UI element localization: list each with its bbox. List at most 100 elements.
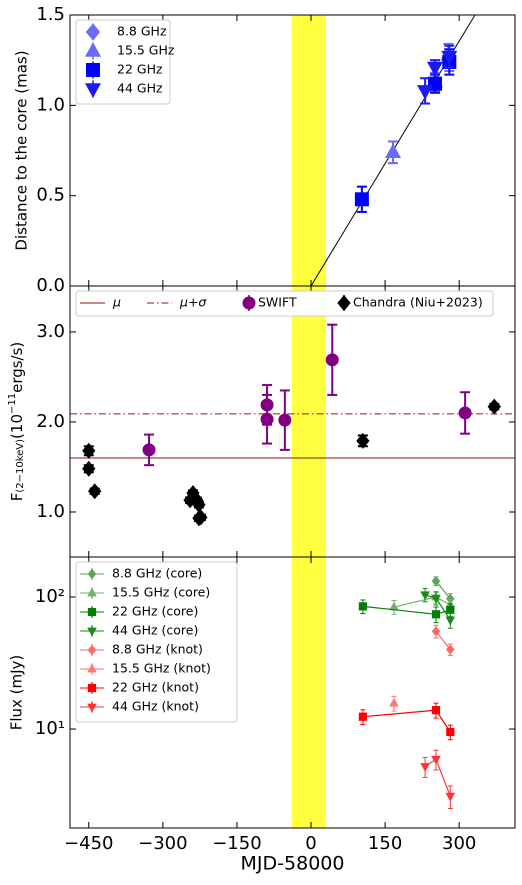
marker [260, 398, 274, 412]
y-tick-label: 0.5 [36, 185, 65, 206]
legend-label: 44 GHz [117, 81, 163, 96]
legend-box [75, 19, 171, 105]
y-tick-label: 0.0 [36, 275, 65, 296]
legend-label: 44 GHz (core) [112, 623, 198, 638]
marker [82, 442, 96, 459]
marker [87, 587, 97, 597]
y-axis-label: Flux (mJy) [8, 655, 26, 731]
marker [85, 23, 101, 41]
y-axis-label: Distance to the core (mas) [13, 50, 31, 250]
marker [88, 483, 102, 500]
legend-label: μ [112, 295, 121, 310]
marker [142, 443, 156, 457]
marker [426, 61, 443, 77]
marker [87, 568, 97, 580]
y-tick-label: 1.0 [36, 94, 65, 115]
marker [431, 594, 441, 604]
x-tick-label: −450 [64, 833, 113, 854]
legend-label: 8.8 GHz (knot) [112, 642, 203, 657]
marker [87, 644, 97, 656]
marker [87, 663, 97, 673]
marker [242, 296, 256, 310]
marker [420, 591, 430, 601]
marker [446, 727, 455, 737]
y-tick-label: 3.0 [36, 321, 65, 342]
y-tick-label: 2.0 [36, 411, 65, 432]
marker [82, 460, 96, 477]
marker [87, 627, 97, 637]
legend-label: 44 GHz (knot) [112, 699, 199, 714]
x-tick-label: −150 [212, 833, 261, 854]
marker [431, 706, 441, 715]
y-tick-label: 1.0 [36, 501, 65, 522]
legend-label: 22 GHz (knot) [112, 680, 199, 695]
series-line [435, 630, 451, 650]
marker [86, 63, 100, 77]
marker [431, 610, 441, 619]
legend-label: 15.5 GHz (core) [112, 585, 210, 600]
marker [278, 413, 292, 427]
y-axis-label: F(2−10keV)(10−11ergs/s) [7, 342, 26, 502]
highlight-band [291, 286, 326, 557]
marker [358, 712, 367, 721]
marker [87, 703, 97, 713]
y-axis-label-part: (2−10keV) [15, 439, 26, 493]
legend: μ μ+σ SWIFT Chandra (Niu+2023) [75, 290, 494, 317]
marker [85, 83, 101, 98]
marker [445, 616, 456, 626]
marker [417, 85, 434, 100]
axes-frame [69, 556, 516, 829]
marker [441, 50, 458, 66]
series-line [393, 596, 451, 608]
marker [431, 576, 441, 587]
highlight-band [291, 557, 326, 828]
legend-label: 15.5 GHz [117, 43, 175, 58]
y-axis-label-part: (10 [8, 414, 26, 439]
legend: 8.8 GHz 15.5 GHz 22 GHz 44 GHz [75, 19, 175, 105]
marker [194, 509, 208, 526]
legend-label: 8.8 GHz (core) [112, 566, 202, 581]
x-tick-label: −300 [138, 833, 187, 854]
legend-label: Chandra (Niu+2023) [353, 295, 483, 310]
marker [85, 42, 101, 57]
marker [431, 755, 441, 765]
y-axis-label-part: −11 [7, 393, 18, 414]
x-axis-label: MJD-58000 [241, 853, 345, 875]
marker [487, 398, 501, 415]
highlight-band [291, 15, 326, 286]
legend-label: SWIFT [258, 295, 297, 310]
marker [354, 192, 369, 207]
marker [420, 763, 430, 772]
x-tick-label: 150 [368, 833, 402, 854]
plot-area [70, 286, 515, 557]
marker [458, 406, 472, 420]
marker [356, 432, 370, 449]
plot-area [291, 15, 476, 286]
legend-label: 15.5 GHz (knot) [112, 661, 211, 676]
marker [445, 792, 456, 802]
y-axis-label-part: ergs/s) [8, 342, 26, 393]
legend-box [75, 290, 494, 317]
marker [325, 353, 339, 367]
legend-label: 8.8 GHz [117, 24, 167, 39]
marker [446, 644, 455, 655]
marker [358, 602, 367, 611]
plot-area [291, 557, 456, 828]
marker [385, 143, 402, 159]
legend-label: 22 GHz [117, 62, 163, 77]
marker [431, 626, 441, 637]
series-line [435, 580, 451, 600]
marker [87, 607, 97, 617]
legend: 8.8 GHz (core) 15.5 GHz (core) 22 GHz (cor… [75, 561, 238, 723]
y-axis-label-part: F [8, 493, 26, 502]
marker [337, 295, 351, 311]
x-tick-label: 300 [442, 833, 476, 854]
marker [87, 683, 97, 693]
x-tick-label: 0 [305, 833, 316, 854]
marker [389, 697, 399, 707]
y-tick-label: 10¹ [35, 718, 65, 739]
legend-box [75, 561, 238, 723]
y-tick-label: 1.5 [36, 4, 65, 25]
y-tick-label: 10² [35, 586, 65, 607]
